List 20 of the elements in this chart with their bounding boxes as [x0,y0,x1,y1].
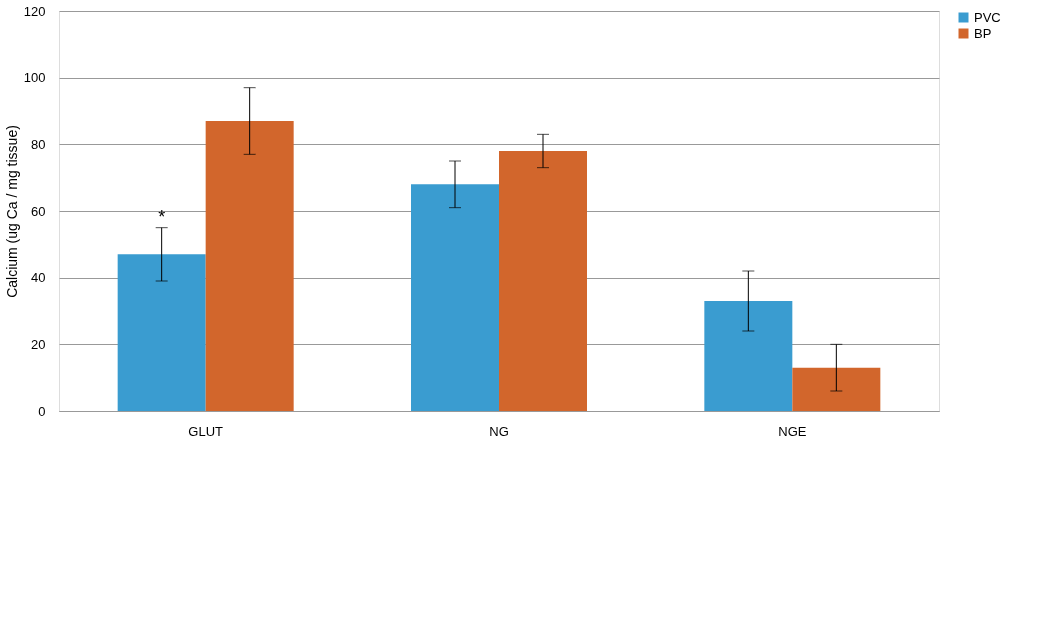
bar [411,184,499,411]
bar [792,367,881,411]
y-tick-label: 60 [31,203,46,219]
bar [205,121,294,411]
y-tick-label: 120 [23,3,46,19]
legend-label: PVC [974,9,1001,25]
y-tick-label: 20 [31,336,46,352]
annotation: * [158,206,166,227]
legend-label: BP [974,25,992,41]
y-tick-label: 0 [38,403,46,419]
bar [499,151,587,411]
bar [117,254,206,411]
bar [704,301,793,411]
y-tick-label: 100 [23,70,46,86]
y-axis-title: Calcium (ug Ca / mg tissue) [3,125,20,298]
y-tick-label: 40 [31,270,46,286]
y-tick-label: 80 [31,136,46,152]
x-tick-label: NGE [778,423,807,439]
x-tick-label: NG [489,423,509,439]
x-tick-label: GLUT [188,423,224,439]
